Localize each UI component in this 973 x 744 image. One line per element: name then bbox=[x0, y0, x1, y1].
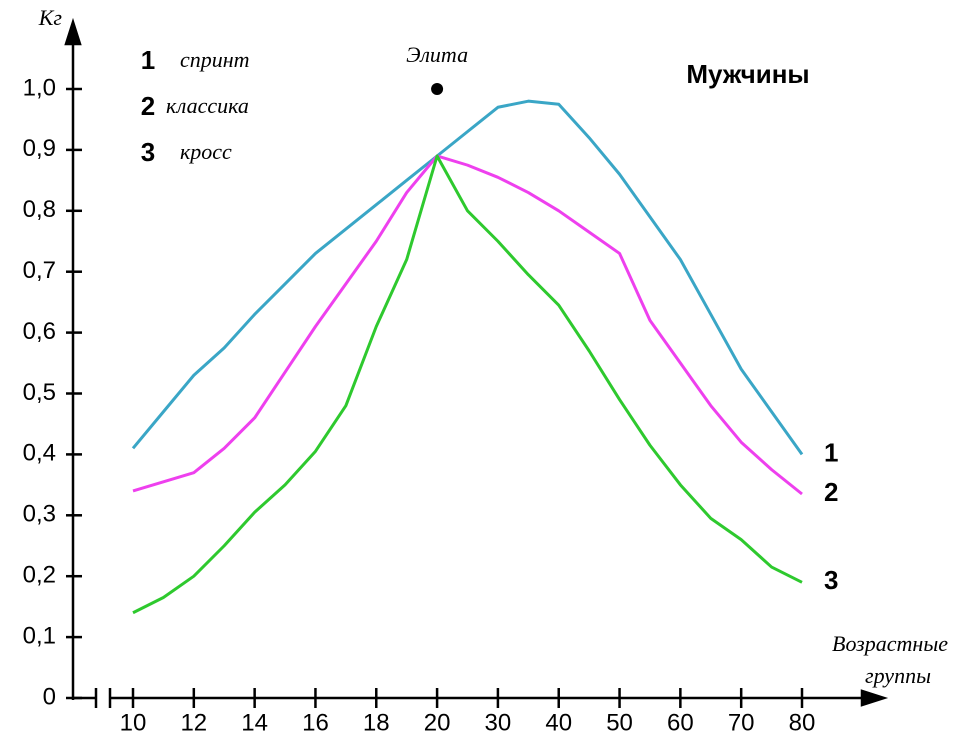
series-line bbox=[132, 154, 803, 496]
x-tick-label: 10 bbox=[120, 709, 147, 736]
y-tick-label: 0,8 bbox=[23, 196, 56, 223]
series-line bbox=[132, 154, 803, 615]
x-tick-label: 18 bbox=[363, 709, 390, 736]
elite-label: Элита bbox=[406, 42, 468, 67]
subtitle: Мужчины bbox=[686, 59, 809, 89]
elite-point bbox=[431, 83, 444, 95]
y-tick-label: 0,9 bbox=[23, 135, 56, 162]
legend-name: кросс bbox=[180, 139, 232, 164]
legend-number: 2 bbox=[141, 91, 155, 121]
y-axis-label: Кг bbox=[38, 5, 63, 30]
y-tick-label: 0,4 bbox=[23, 440, 56, 467]
line-end-label: 1 bbox=[824, 437, 838, 467]
x-tick-label: 70 bbox=[728, 709, 755, 736]
line-end-label: 3 bbox=[824, 565, 838, 595]
x-tick-label: 12 bbox=[180, 709, 207, 736]
x-tick-label: 20 bbox=[424, 709, 451, 736]
x-axis-label: Возрастные bbox=[832, 631, 948, 656]
y-tick-label: 1,0 bbox=[23, 74, 56, 101]
y-tick-label: 0 bbox=[43, 683, 56, 710]
axes bbox=[64, 17, 889, 708]
x-tick-label: 16 bbox=[302, 709, 329, 736]
legend-number: 1 bbox=[141, 45, 155, 75]
series-line bbox=[131, 99, 804, 456]
x-tick-label: 40 bbox=[545, 709, 572, 736]
legend-number: 3 bbox=[141, 137, 155, 167]
y-tick-label: 0,2 bbox=[23, 562, 56, 589]
x-tick-label: 30 bbox=[485, 709, 512, 736]
y-tick-label: 0,3 bbox=[23, 501, 56, 528]
x-tick-label: 80 bbox=[789, 709, 816, 736]
legend-name: спринт bbox=[180, 47, 250, 72]
legend-name: классика bbox=[166, 93, 249, 118]
line-end-label: 2 bbox=[824, 477, 838, 507]
x-tick-label: 14 bbox=[241, 709, 268, 736]
y-tick-label: 0,5 bbox=[23, 379, 56, 406]
y-tick-label: 0,1 bbox=[23, 622, 56, 649]
y-tick-label: 0,6 bbox=[23, 318, 56, 345]
x-tick-label: 50 bbox=[606, 709, 633, 736]
y-tick-label: 0,7 bbox=[23, 257, 56, 284]
x-tick-label: 60 bbox=[667, 709, 694, 736]
x-axis-label: группы bbox=[865, 663, 931, 688]
